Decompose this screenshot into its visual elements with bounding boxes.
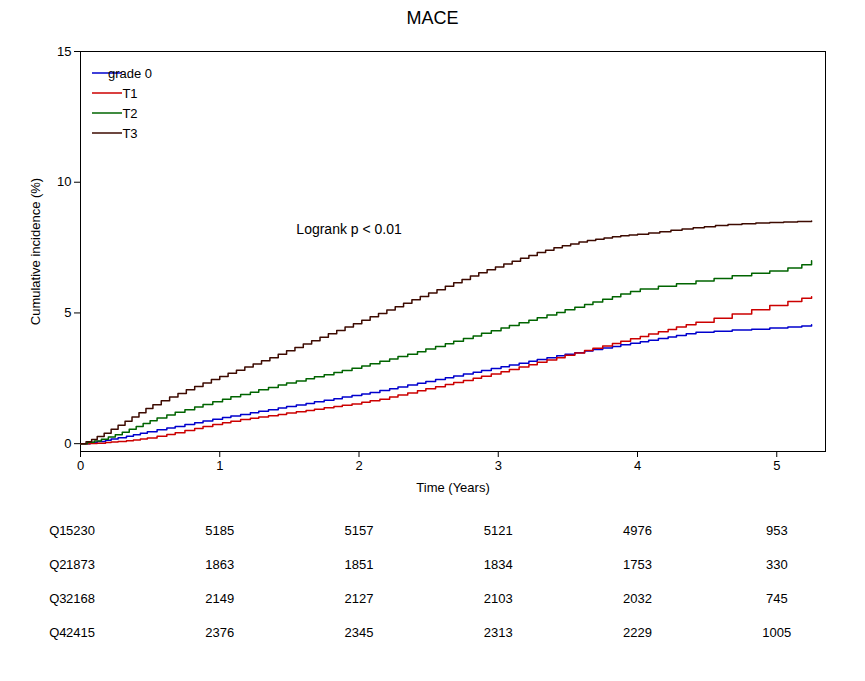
- svg-text:1873: 1873: [66, 557, 95, 572]
- svg-text:2345: 2345: [345, 625, 374, 640]
- svg-text:2149: 2149: [205, 591, 234, 606]
- svg-text:1: 1: [216, 458, 223, 473]
- svg-text:745: 745: [766, 591, 788, 606]
- svg-text:15: 15: [57, 44, 71, 59]
- svg-text:T2: T2: [122, 106, 137, 121]
- svg-text:4: 4: [634, 458, 641, 473]
- svg-text:5: 5: [64, 305, 71, 320]
- svg-text:2032: 2032: [623, 591, 652, 606]
- svg-text:0: 0: [64, 436, 71, 451]
- svg-text:1863: 1863: [205, 557, 234, 572]
- svg-text:Logrank p < 0.01: Logrank p < 0.01: [296, 221, 402, 237]
- html-text:MACE: MACE: [406, 8, 459, 28]
- svg-text:2127: 2127: [345, 591, 374, 606]
- svg-text:1753: 1753: [623, 557, 652, 572]
- svg-text:3: 3: [495, 458, 502, 473]
- svg-text:5157: 5157: [345, 523, 374, 538]
- svg-text:5121: 5121: [484, 523, 513, 538]
- svg-text:Time (Years): Time (Years): [416, 480, 489, 495]
- svg-text:1834: 1834: [484, 557, 513, 572]
- svg-text:1005: 1005: [762, 625, 791, 640]
- svg-text:2103: 2103: [484, 591, 513, 606]
- svg-text:Q2: Q2: [49, 557, 66, 572]
- svg-text:grade 0: grade 0: [108, 66, 152, 81]
- svg-text:Q4: Q4: [49, 625, 66, 640]
- svg-text:10: 10: [57, 174, 71, 189]
- svg-text:2415: 2415: [66, 625, 95, 640]
- svg-text:T3: T3: [122, 126, 137, 141]
- svg-text:5185: 5185: [205, 523, 234, 538]
- svg-text:2229: 2229: [623, 625, 652, 640]
- svg-text:5230: 5230: [66, 523, 95, 538]
- svg-text:2: 2: [355, 458, 362, 473]
- svg-text:2168: 2168: [66, 591, 95, 606]
- svg-text:1851: 1851: [345, 557, 374, 572]
- svg-text:4976: 4976: [623, 523, 652, 538]
- svg-text:0: 0: [77, 458, 84, 473]
- svg-text:Cumulative incidence (%): Cumulative incidence (%): [28, 178, 43, 325]
- svg-text:T1: T1: [122, 86, 137, 101]
- svg-text:Q1: Q1: [49, 523, 66, 538]
- svg-text:2376: 2376: [205, 625, 234, 640]
- svg-text:330: 330: [766, 557, 788, 572]
- svg-text:953: 953: [766, 523, 788, 538]
- svg-text:5: 5: [773, 458, 780, 473]
- svg-text:Q3: Q3: [49, 591, 66, 606]
- svg-text:2313: 2313: [484, 625, 513, 640]
